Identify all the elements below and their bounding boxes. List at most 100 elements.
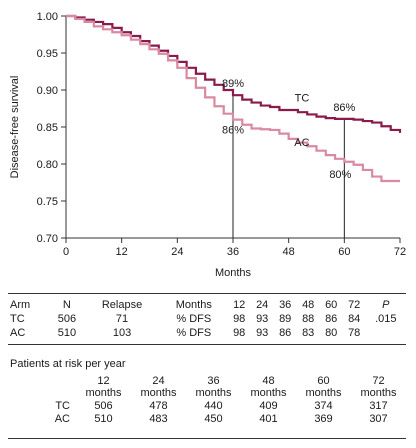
- risk-cell: 409: [259, 399, 278, 412]
- risk-row: AC 510 483 450 401 369 307: [8, 412, 406, 425]
- risk-arm-cell: TC: [55, 399, 70, 412]
- dfs-header-cell: P: [382, 299, 390, 311]
- table-mid-rule: [8, 344, 406, 345]
- dfs-header-cell: 60: [325, 299, 338, 311]
- reference-lines: [232, 95, 345, 238]
- risk-table: 12 months 24 months 36 months 48 months 60 months…: [8, 375, 406, 425]
- series-label: TC: [295, 92, 310, 104]
- y-tick-label: 0.95: [37, 48, 58, 60]
- dfs-cell: % DFS: [176, 327, 212, 339]
- risk-row: TC 506 478 440 409 374 317: [8, 399, 406, 412]
- y-tick-label: 0.85: [37, 122, 58, 134]
- dfs-cell: % DFS: [176, 313, 212, 325]
- risk-cell: 478: [149, 399, 168, 412]
- dfs-cell: 86: [279, 327, 292, 339]
- risk-header-row: 12 months 24 months 36 months 48 months 60 months…: [8, 375, 406, 399]
- chart-labels: Months Disease-free survival 89% 86% 86% 80% T…: [9, 76, 356, 279]
- risk-header-unit: months: [305, 387, 342, 399]
- dfs-cell: 84: [348, 313, 361, 325]
- annotation-label: 86%: [222, 125, 244, 137]
- x-tick-label: 12: [116, 246, 128, 258]
- dfs-cell: 93: [256, 327, 269, 339]
- x-tick-label: 48: [283, 246, 295, 258]
- risk-header-cell: 24 months: [131, 375, 186, 399]
- risk-header-blank: [8, 375, 76, 399]
- x-tick-label: 0: [63, 246, 69, 258]
- dfs-cell: TC: [10, 313, 25, 325]
- risk-header-month: 36: [207, 375, 220, 387]
- risk-header-cell: 48 months: [241, 375, 296, 399]
- risk-header-unit: months: [360, 387, 397, 399]
- dfs-cell: 510: [57, 327, 77, 339]
- x-tick-label: 60: [338, 246, 350, 258]
- series-line-tc: [66, 14, 402, 133]
- risk-header-unit: months: [85, 387, 122, 399]
- risk-table-title: Patients at risk per year: [10, 358, 126, 370]
- risk-header-unit: months: [195, 387, 232, 399]
- x-tick-label: 36: [227, 246, 239, 258]
- y-axis-label: Disease-free survival: [9, 76, 21, 179]
- dfs-cell: 89: [279, 313, 292, 325]
- dfs-cell: [366, 326, 406, 340]
- series-line-ac: [66, 14, 400, 183]
- risk-cell: 401: [259, 412, 278, 425]
- risk-header-cell: 36 months: [186, 375, 241, 399]
- y-tick-label: 0.90: [37, 85, 58, 97]
- risk-header-month: 12: [97, 375, 110, 387]
- dfs-cell: 88: [302, 313, 315, 325]
- annotation-label: 80%: [329, 169, 351, 181]
- dfs-cell: 86: [325, 313, 338, 325]
- dfs-cell: 93: [256, 313, 269, 325]
- series-lines: [66, 14, 402, 183]
- dfs-cell: 506: [57, 313, 77, 325]
- dfs-cell: 83: [302, 327, 315, 339]
- x-tick-label: 24: [171, 246, 183, 258]
- y-tick-label: 0.70: [37, 233, 58, 245]
- y-tick-label: 0.75: [37, 196, 58, 208]
- risk-header-cell: 12 months: [76, 375, 131, 399]
- risk-header-month: 48: [262, 375, 275, 387]
- risk-cell: 317: [369, 399, 388, 412]
- dfs-cell: 71: [115, 313, 129, 325]
- risk-header-cell: 72 months: [351, 375, 406, 399]
- risk-cell: 483: [149, 412, 168, 425]
- dfs-header-cell: Relapse: [101, 299, 143, 311]
- dfs-cell: 80: [325, 327, 338, 339]
- dfs-header-cell: 48: [302, 299, 315, 311]
- axis-ticks: 0 12 24 36 48 60 72 0.70 0.75 0.80 0.85 0.90 0.95 1.0…: [37, 11, 407, 258]
- risk-header-month: 72: [372, 375, 385, 387]
- dfs-header-row: Arm N Relapse Months 12 24 36 48 60 72 P: [8, 298, 406, 312]
- dfs-row: TC 506 71 % DFS 98 93 89 88 86 84 .015: [8, 312, 406, 326]
- y-tick-label: 1.00: [37, 11, 58, 23]
- risk-cell: 450: [204, 412, 223, 425]
- risk-arm-cell: AC: [54, 412, 70, 425]
- risk-cell: 374: [314, 399, 333, 412]
- dfs-header-cell: Months: [175, 299, 212, 311]
- x-axis-label: Months: [215, 267, 252, 279]
- dfs-cell: .015: [375, 313, 397, 325]
- risk-header-unit: months: [140, 387, 177, 399]
- dfs-cell: 78: [348, 327, 361, 339]
- risk-cell: 307: [369, 412, 388, 425]
- risk-cell: 510: [94, 412, 113, 425]
- survival-chart: 0 12 24 36 48 60 72 0.70 0.75 0.80 0.85 0.90 0.95 1.0…: [9, 11, 407, 279]
- dfs-cell: 98: [233, 327, 246, 339]
- table-top-rule: [8, 293, 406, 294]
- dfs-cell: 103: [112, 327, 132, 339]
- risk-header-month: 24: [152, 375, 165, 387]
- y-tick-label: 0.80: [37, 159, 58, 171]
- dfs-cell: AC: [10, 327, 26, 339]
- dfs-header-cell: 12: [233, 299, 246, 311]
- risk-header-cell: 60 months: [296, 375, 351, 399]
- annotation-label: 86%: [333, 102, 355, 114]
- dfs-cell: 98: [233, 313, 246, 325]
- dfs-table: Arm N Relapse Months 12 24 36 48 60 72 P TC 506 71 % …: [8, 298, 406, 340]
- dfs-row: AC 510 103 % DFS 98 93 86 83 80 78: [8, 326, 406, 340]
- table-bottom-rule: [8, 438, 406, 439]
- risk-cell: 440: [204, 399, 223, 412]
- risk-cell: 369: [314, 412, 333, 425]
- risk-header-month: 60: [317, 375, 330, 387]
- annotation-label: 89%: [222, 78, 244, 90]
- dfs-header-cell: 24: [256, 299, 269, 311]
- dfs-header-cell: Arm: [10, 299, 31, 311]
